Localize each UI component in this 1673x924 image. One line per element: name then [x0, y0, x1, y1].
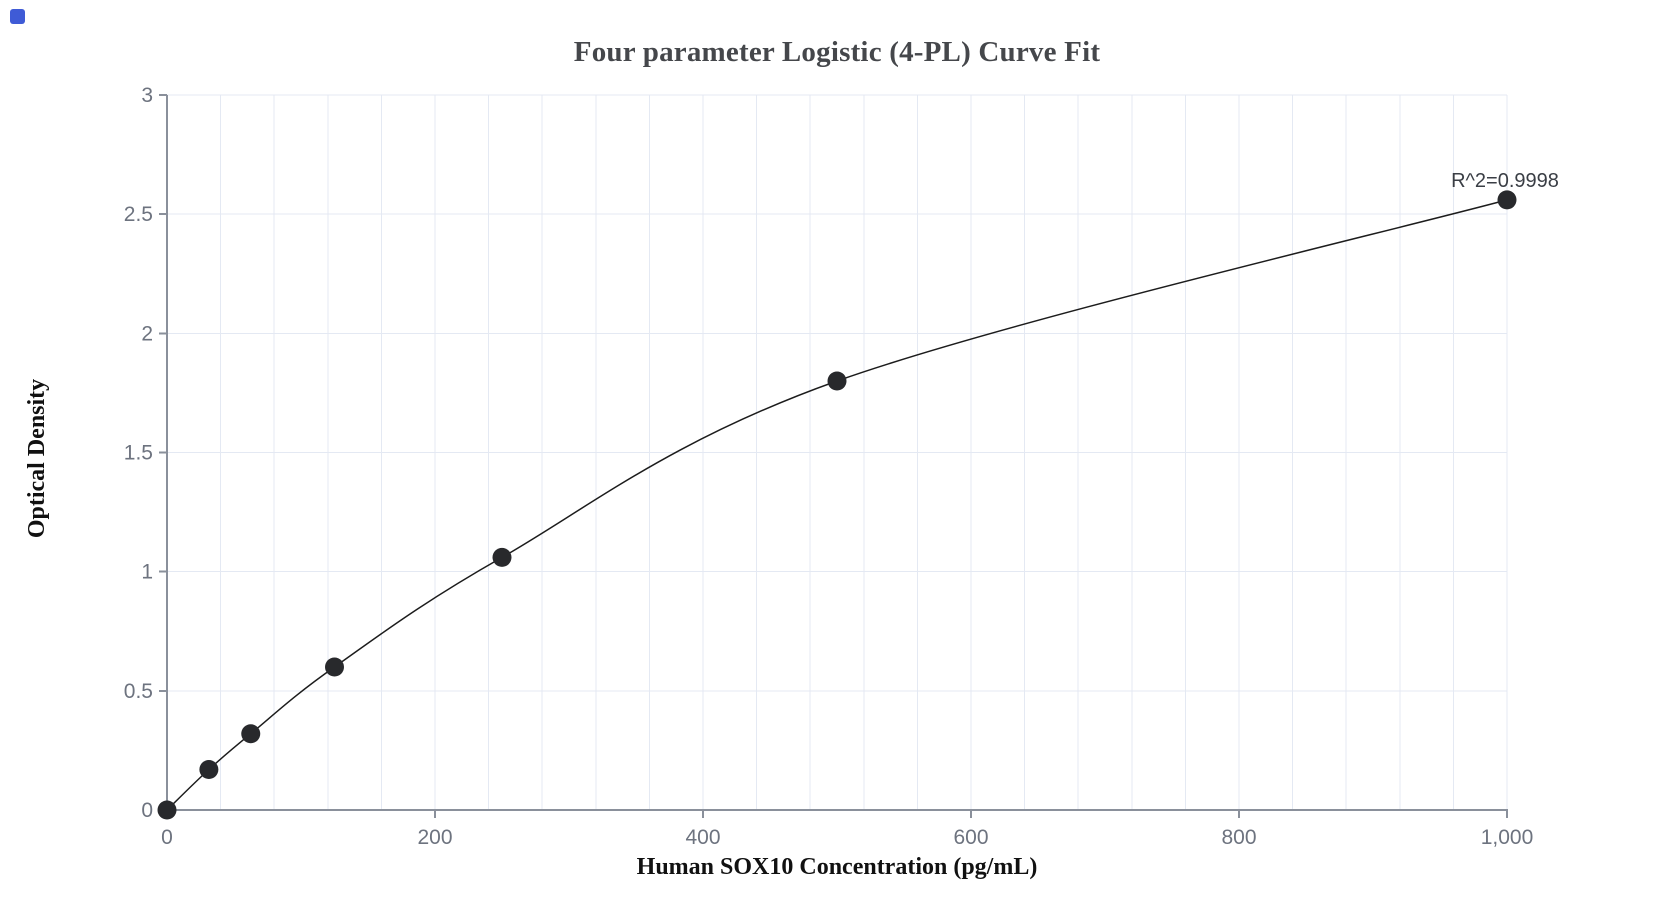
x-tick-label: 400 — [685, 826, 720, 849]
data-point — [241, 724, 261, 744]
data-point — [157, 800, 177, 820]
data-point — [492, 547, 512, 567]
x-tick-label: 1,000 — [1481, 826, 1534, 849]
data-point — [1497, 190, 1517, 210]
x-tick-label: 600 — [953, 826, 988, 849]
y-tick-label: 2.5 — [124, 203, 153, 226]
x-tick-label: 800 — [1221, 826, 1256, 849]
x-tick-label: 0 — [161, 826, 173, 849]
gridlines — [167, 94, 1508, 810]
y-tick-label: 2 — [141, 322, 153, 345]
blue-square-marker — [10, 9, 25, 24]
data-point — [199, 759, 219, 779]
data-points — [157, 190, 1517, 820]
y-axis-title: Optical Density — [24, 379, 50, 538]
chart-title: Four parameter Logistic (4-PL) Curve Fit — [573, 36, 1101, 68]
x-axis-title: Human SOX10 Concentration (pg/mL) — [636, 854, 1038, 880]
x-tick-label: 200 — [417, 826, 452, 849]
y-tick-label: 0.5 — [124, 680, 153, 703]
tick-labels: 0 200 400 600 800 1,000 0 0.5 1 1.5 2 2.5 3 — [124, 84, 1533, 849]
axes — [159, 94, 1508, 818]
y-tick-label: 3 — [141, 84, 153, 107]
y-tick-label: 0 — [141, 799, 153, 822]
y-tick-label: 1 — [141, 561, 153, 584]
r-squared-annotation: R^2=0.9998 — [1451, 170, 1559, 192]
y-tick-label: 1.5 — [124, 442, 153, 465]
fit-curve — [166, 199, 1508, 811]
data-point — [827, 371, 847, 391]
data-point — [325, 657, 344, 677]
